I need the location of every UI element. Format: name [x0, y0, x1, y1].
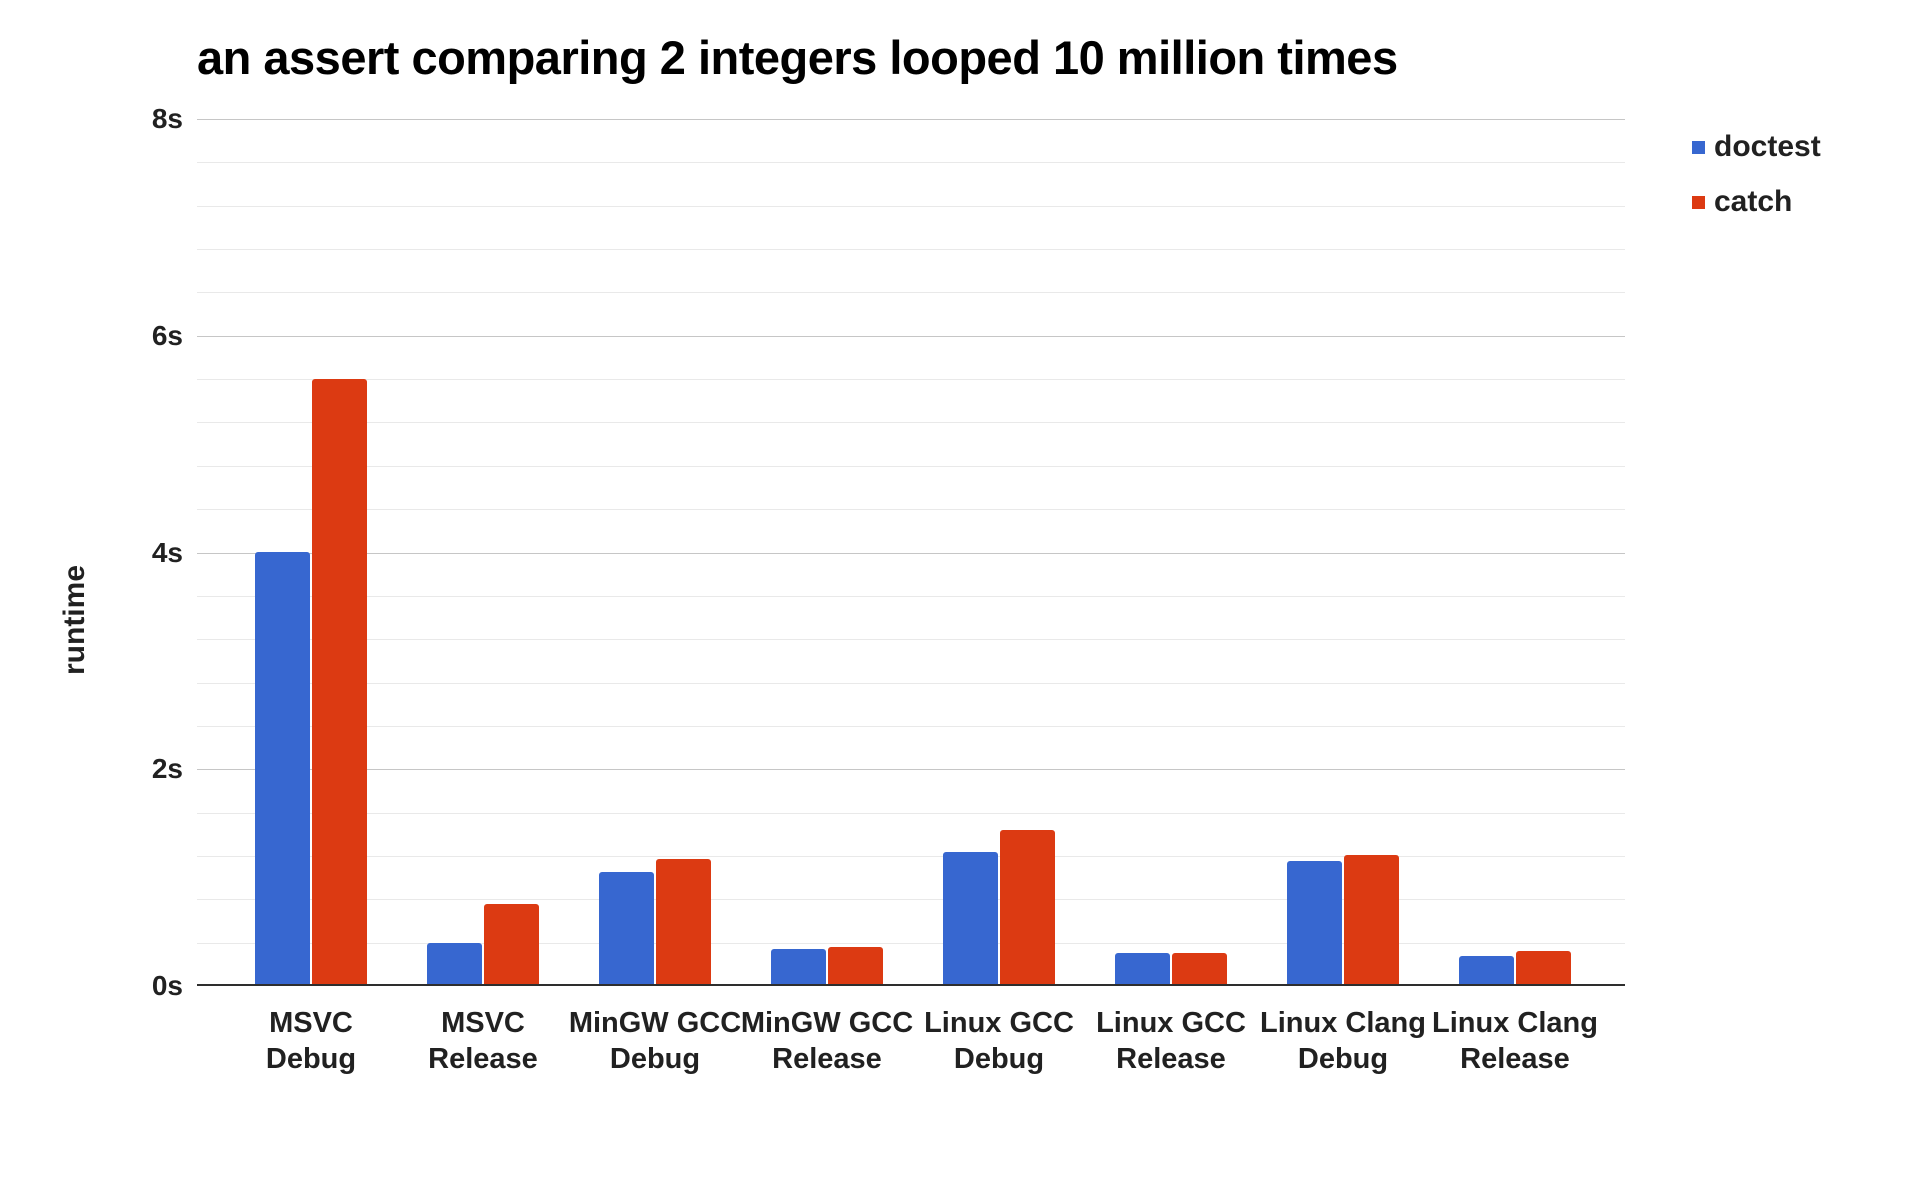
bar-catch-linux-gcc-debug — [1000, 830, 1055, 986]
gridline-minor — [197, 162, 1625, 164]
bar-catch-linux-gcc-release — [1172, 953, 1227, 986]
gridline-major — [197, 335, 1625, 337]
gridline-major — [197, 119, 1625, 120]
x-category-label-line: MinGW GCC — [568, 1007, 742, 1039]
gridline-minor — [197, 899, 1625, 901]
gridline-minor — [197, 812, 1625, 814]
y-tick-label: 8s — [151, 103, 183, 134]
x-category-label-line: Linux GCC — [924, 1007, 1074, 1039]
bar-doctest-linux-clang-release — [1459, 956, 1514, 986]
x-category-label: MinGW GCC Debug — [545, 1005, 765, 1077]
gridline-major — [197, 769, 1625, 771]
gridline-minor — [197, 595, 1625, 597]
bar-doctest-msvc-debug — [255, 552, 310, 986]
bar-catch-msvc-debug — [312, 379, 367, 986]
bar-catch-mingw-gcc-release — [828, 947, 883, 986]
gridline-minor — [197, 639, 1625, 641]
bar-catch-mingw-gcc-debug — [656, 859, 711, 986]
bar-catch-linux-clang-debug — [1344, 855, 1399, 986]
gridline-minor — [197, 465, 1625, 467]
x-category-label-line: Linux Clang — [1260, 1007, 1426, 1039]
gridline-minor — [197, 249, 1625, 251]
legend-label-doctest: doctest — [1714, 130, 1821, 163]
chart-title: an assert comparing 2 integers looped 10… — [197, 31, 1398, 84]
bar-doctest-linux-clang-debug — [1287, 861, 1342, 986]
y-tick-label: 2s — [151, 753, 183, 785]
bar-doctest-linux-gcc-release — [1115, 953, 1170, 986]
x-category-label-line: Release — [428, 1043, 538, 1075]
x-category-label: Linux Clang Debug — [1233, 1005, 1453, 1077]
gridline-major — [197, 552, 1625, 554]
gridline-minor — [197, 942, 1625, 944]
x-category-label-line: MSVC — [269, 1007, 353, 1039]
legend-swatch-catch-icon — [1692, 195, 1705, 209]
x-category-label: MSVC Release — [373, 1005, 593, 1077]
x-category-label-line: Debug — [953, 1043, 1045, 1075]
x-category-label-line: Linux GCC — [1096, 1007, 1246, 1039]
x-axis-baseline — [197, 984, 1625, 986]
y-tick-label: 4s — [151, 536, 183, 568]
gridline-minor — [197, 682, 1625, 684]
gridline-minor — [197, 725, 1625, 727]
bar-doctest-linux-gcc-debug — [943, 852, 998, 986]
y-axis-title: runtime — [58, 564, 91, 676]
gridline-minor — [197, 292, 1625, 294]
x-category-label: Linux GCC Debug — [889, 1005, 1109, 1077]
gridline-minor — [197, 379, 1625, 381]
bar-doctest-mingw-gcc-release — [771, 949, 826, 986]
bar-doctest-msvc-release — [427, 943, 482, 986]
x-category-label: MSVC Debug — [201, 1005, 421, 1077]
legend-label-catch: catch — [1714, 185, 1793, 218]
plot-area: 0s 2s 4s 6s 8s MSVC Debug MSVC Release MinGW GCC D… — [152, 103, 1625, 1075]
x-category-label: MinGW GCC Release — [717, 1005, 937, 1077]
x-category-label-line: Release — [772, 1043, 882, 1075]
x-category-label-line: MSVC — [441, 1007, 525, 1039]
bar-doctest-mingw-gcc-debug — [599, 872, 654, 986]
bar-catch-msvc-release — [484, 904, 539, 986]
x-category-label-line: Release — [1116, 1043, 1226, 1075]
x-category-label-line: Debug — [265, 1043, 357, 1075]
x-category-label: Linux Clang Release — [1405, 1005, 1625, 1077]
legend-swatch-doctest-icon — [1692, 140, 1705, 154]
gridline-minor — [197, 855, 1625, 857]
legend-item-doctest: doctest — [1692, 130, 1821, 164]
x-category-label-line: Release — [1460, 1043, 1570, 1075]
gridline-minor — [197, 205, 1625, 207]
x-category-label-line: Linux Clang — [1432, 1007, 1598, 1039]
x-category-label-line: Debug — [1297, 1043, 1389, 1075]
y-tick-label: 6s — [151, 319, 183, 351]
y-tick-label: 0s — [151, 970, 183, 1001]
bar-catch-linux-clang-release — [1516, 951, 1571, 986]
x-category-label-line: Debug — [609, 1043, 701, 1075]
gridline-minor — [197, 422, 1625, 424]
legend-item-catch: catch — [1692, 185, 1821, 219]
gridline-minor — [197, 509, 1625, 511]
x-category-label: Linux GCC Release — [1061, 1005, 1281, 1077]
legend: doctest catch — [1692, 130, 1821, 240]
x-category-label-line: MinGW GCC — [740, 1007, 914, 1039]
